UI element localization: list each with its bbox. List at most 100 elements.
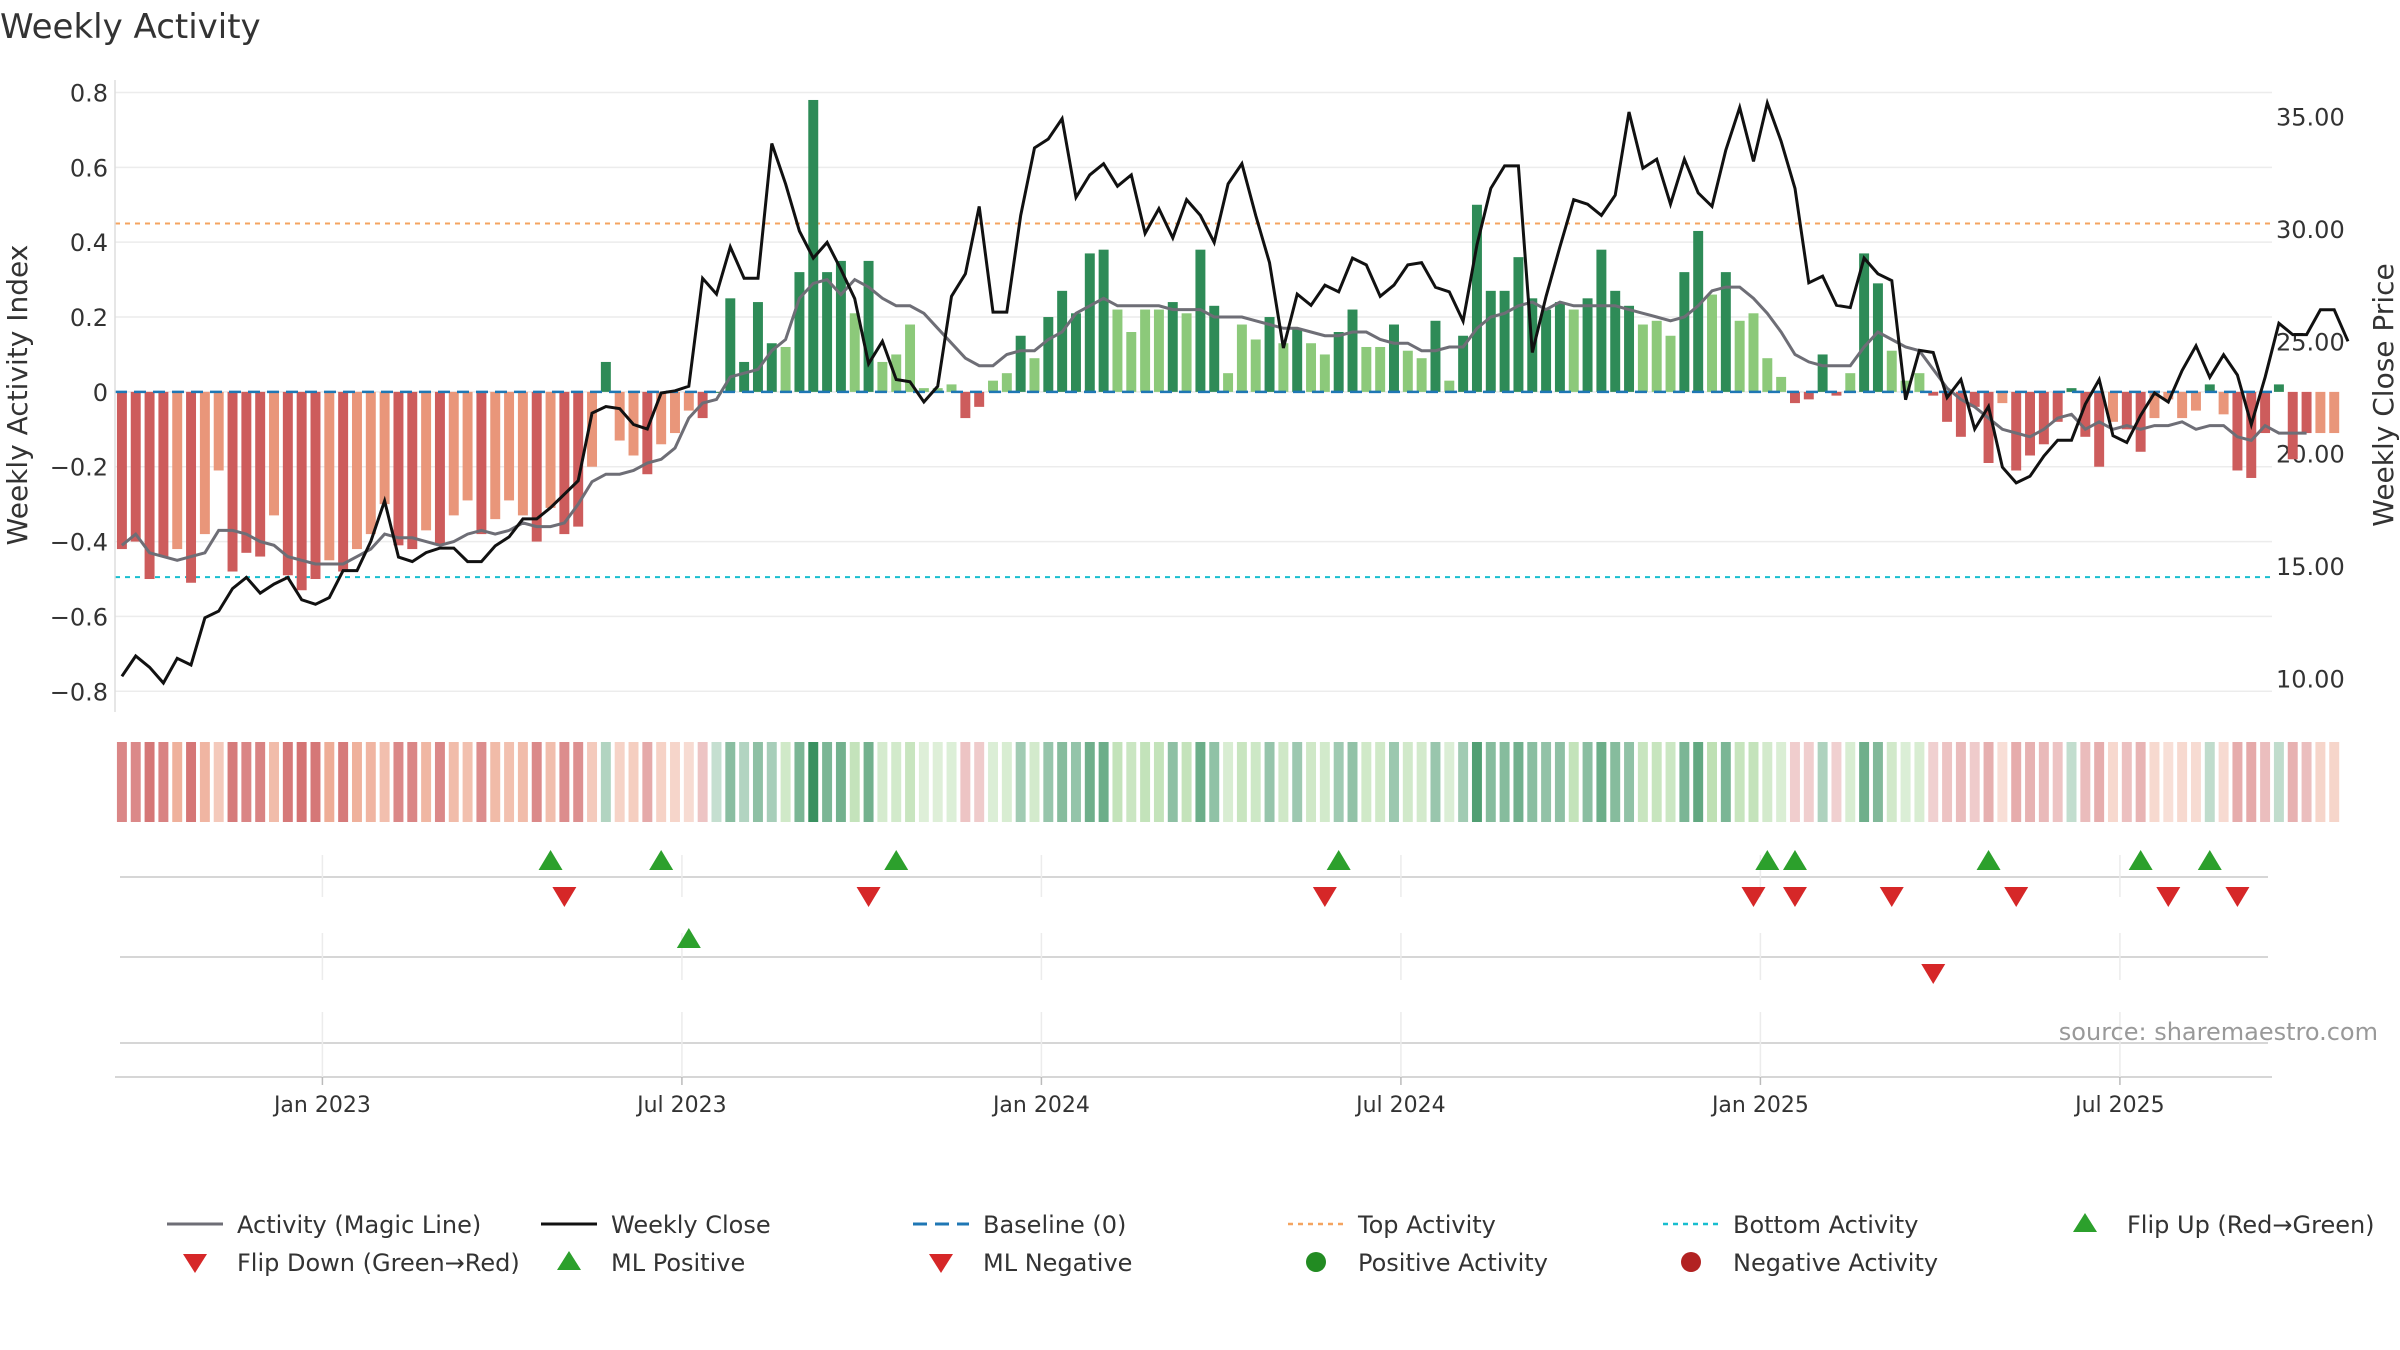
- activity-bar: [905, 324, 916, 392]
- y-right-tick-label: 30.00: [2276, 216, 2345, 244]
- activity-bar: [946, 384, 957, 392]
- activity-bar: [2121, 391, 2132, 430]
- heat-cell: [1955, 742, 1966, 822]
- heat-cell: [725, 742, 736, 822]
- signal-markers: [538, 850, 2250, 984]
- activity-bar: [2301, 391, 2312, 434]
- heat-cell: [1333, 742, 1344, 822]
- activity-bar: [932, 388, 943, 392]
- activity-bar: [2204, 384, 2215, 392]
- activity-bar: [1292, 328, 1303, 392]
- y-right-tick-label: 20.00: [2276, 441, 2345, 469]
- activity-bar: [587, 391, 598, 467]
- activity-bar: [310, 391, 321, 580]
- heat-cell: [1319, 742, 1330, 822]
- heat-cell: [711, 742, 722, 822]
- heat-cell: [172, 742, 183, 822]
- activity-bar: [1001, 373, 1012, 392]
- heat-cell: [1181, 742, 1192, 822]
- heat-cell: [1015, 742, 1026, 822]
- activity-bar: [213, 391, 224, 471]
- heat-cell: [960, 742, 971, 822]
- chart-title: Weekly Activity: [0, 7, 261, 47]
- activity-bar: [1223, 373, 1234, 392]
- activity-bar: [338, 391, 349, 572]
- y-left-tick-label: 0.2: [70, 304, 108, 332]
- heat-cell: [1306, 742, 1317, 822]
- x-tick-label: Jul 2023: [635, 1093, 727, 1118]
- activity-bar: [1195, 249, 1206, 392]
- legend-marker: [2073, 1213, 2097, 1232]
- activity-bar: [351, 391, 362, 550]
- activity-bar: [476, 391, 487, 535]
- activity-bar: [974, 391, 985, 407]
- legend-symbol-flip_down: [183, 1254, 207, 1273]
- activity-bar: [1789, 391, 1800, 404]
- heat-cell: [1223, 742, 1234, 822]
- heat-cell: [1983, 742, 1994, 822]
- activity-bar: [227, 391, 238, 572]
- activity-heat-strip: [116, 742, 2340, 822]
- activity-bar: [2315, 391, 2326, 434]
- heat-cell: [670, 742, 680, 822]
- heat-cell: [1582, 742, 1593, 822]
- activity-bar: [1554, 302, 1565, 392]
- heat-cell: [1872, 742, 1883, 822]
- heat-cell: [379, 742, 390, 822]
- y-left-tick-label: −0.4: [50, 529, 108, 557]
- heat-cell: [1236, 742, 1247, 822]
- y-axis-right-label: Weekly Close Price: [2367, 263, 2400, 526]
- activity-bar: [504, 391, 515, 501]
- activity-bar: [1444, 380, 1455, 392]
- activity-bar: [1416, 358, 1427, 392]
- activity-bar: [1637, 324, 1648, 392]
- heat-cell: [877, 742, 888, 822]
- heat-cell: [241, 742, 252, 822]
- heat-cell: [1416, 742, 1427, 822]
- activity-bar: [849, 313, 860, 392]
- activity-bar: [2287, 391, 2298, 460]
- heat-cell: [988, 742, 998, 822]
- activity-bar: [1278, 343, 1289, 392]
- heat-cell: [2066, 742, 2077, 822]
- y-left-tick-label: 0.4: [70, 229, 108, 257]
- heat-cell: [407, 742, 418, 822]
- heat-cell: [186, 742, 197, 822]
- weekly-close-line: [120, 97, 2350, 686]
- heat-cell: [628, 742, 639, 822]
- activity-bar: [1900, 380, 1911, 392]
- heat-cell: [766, 742, 777, 822]
- activity-bars: [116, 99, 2340, 591]
- heat-cell: [1886, 742, 1897, 822]
- heat-cell: [739, 742, 750, 822]
- heat-cell: [2080, 742, 2091, 822]
- activity-bar: [725, 298, 736, 392]
- heat-cell: [656, 742, 667, 822]
- activity-bar: [863, 260, 874, 392]
- activity-bar: [282, 391, 293, 576]
- heat-cell: [2260, 742, 2271, 822]
- flip-up-marker: [538, 850, 563, 870]
- activity-bar: [877, 361, 888, 392]
- activity-bar: [835, 260, 846, 392]
- heat-cell: [1458, 742, 1469, 822]
- heat-cell: [1375, 742, 1386, 822]
- legend-label-pos_dot: Positive Activity: [1358, 1249, 1548, 1277]
- legend-marker: [557, 1251, 581, 1270]
- y-left-tick-label: 0.8: [70, 79, 108, 107]
- heat-cell: [393, 742, 404, 822]
- activity-bar: [2108, 391, 2118, 422]
- activity-bar: [2190, 391, 2201, 411]
- activity-bar: [296, 391, 307, 591]
- heat-cell: [1789, 742, 1800, 822]
- heat-cell: [2246, 742, 2257, 822]
- activity-bar: [1914, 373, 1925, 392]
- flip-up-marker: [2128, 850, 2153, 870]
- heat-cell: [1070, 742, 1081, 822]
- heat-cell: [559, 742, 570, 822]
- flip-down-marker: [2004, 887, 2029, 907]
- activity-bar: [1610, 290, 1621, 392]
- activity-bar: [1872, 283, 1883, 392]
- heat-cell: [1748, 742, 1759, 822]
